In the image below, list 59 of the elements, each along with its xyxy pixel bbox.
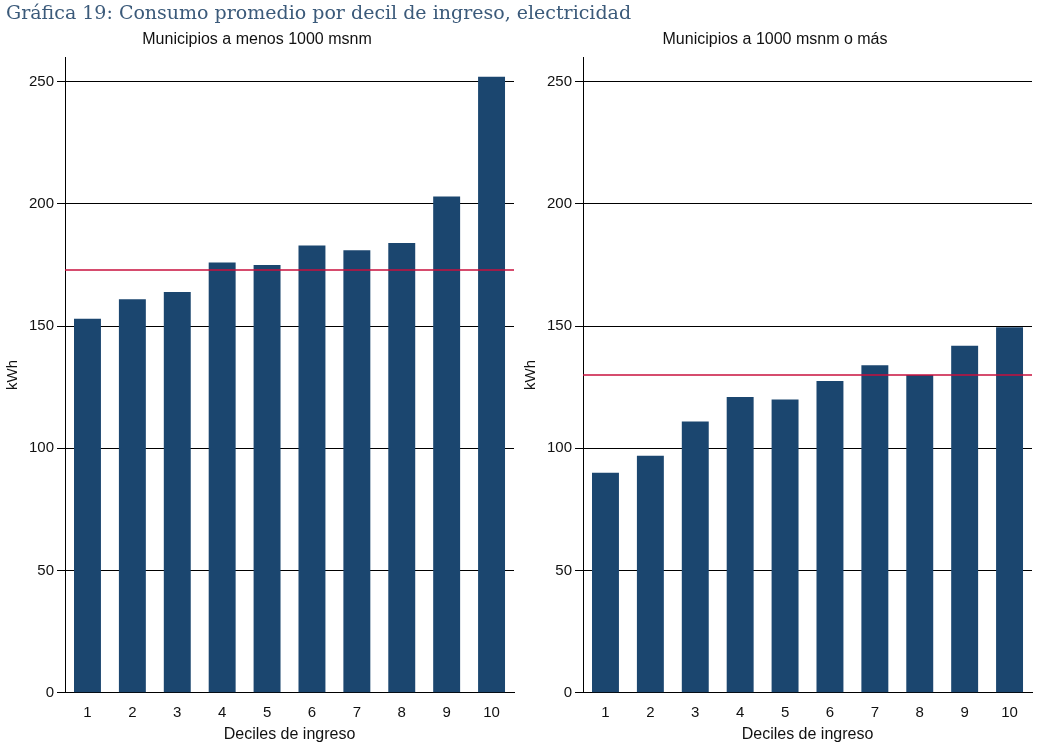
bar [861, 365, 889, 693]
y-axis-title: kWh [521, 360, 539, 390]
x-tick-label: 9 [442, 702, 451, 720]
bar [388, 242, 416, 693]
y-tick-label: 100 [29, 438, 55, 456]
x-tick-label: 5 [262, 702, 272, 720]
x-tick-label: 9 [960, 702, 969, 720]
y-tick-label: 150 [29, 316, 55, 334]
bar [636, 455, 664, 693]
y-tick-label: 100 [547, 438, 573, 456]
x-tick-label: 3 [173, 702, 182, 720]
y-tick-label: 0 [563, 682, 573, 700]
bar [592, 472, 619, 693]
bar [951, 345, 979, 693]
bar [118, 299, 146, 693]
y-tick-label: 200 [29, 194, 55, 212]
x-tick-label: 10 [1001, 702, 1018, 720]
x-tick-label: 1 [601, 702, 610, 720]
bar [906, 375, 934, 693]
x-tick-label: 10 [483, 702, 500, 720]
x-tick-label: 4 [218, 702, 227, 720]
x-tick-label: 7 [870, 702, 880, 720]
chart-title: Municipios a 1000 msnm o más [662, 30, 888, 48]
bar [996, 327, 1024, 693]
x-tick-label: 4 [736, 702, 745, 720]
bar [726, 397, 754, 693]
bar [208, 262, 236, 693]
x-tick-label: 8 [397, 702, 406, 720]
x-tick-label: 2 [128, 702, 137, 720]
bar [253, 264, 281, 693]
y-tick-label: 50 [37, 560, 55, 578]
bar [478, 76, 506, 693]
x-axis-title: Deciles de ingreso [223, 724, 356, 742]
x-axis-title: Deciles de ingreso [741, 724, 874, 742]
y-tick-label: 50 [555, 560, 573, 578]
x-tick-label: 8 [915, 702, 924, 720]
chart-title: Municipios a menos 1000 msnm [142, 30, 372, 48]
y-tick-label: 250 [547, 71, 573, 89]
bar [433, 196, 461, 693]
x-tick-label: 7 [352, 702, 362, 720]
x-tick-label: 6 [825, 702, 835, 720]
x-tick-label: 2 [646, 702, 655, 720]
bar [163, 291, 191, 693]
bar [298, 245, 326, 693]
y-axis-title: kWh [3, 360, 21, 390]
x-tick-label: 6 [307, 702, 317, 720]
text: Gráfica 19: Consumo promedio por decil de ingreso, electricidad [6, 1, 632, 23]
bar [816, 381, 844, 693]
y-tick-label: 0 [45, 682, 55, 700]
y-tick-label: 200 [547, 194, 573, 212]
x-tick-label: 3 [691, 702, 700, 720]
bar [343, 250, 371, 693]
bar [681, 421, 709, 693]
x-tick-label: 1 [83, 702, 92, 720]
y-tick-label: 250 [29, 71, 55, 89]
bar [771, 399, 799, 693]
x-tick-label: 5 [780, 702, 790, 720]
y-tick-label: 150 [547, 316, 573, 334]
bar [74, 318, 101, 693]
